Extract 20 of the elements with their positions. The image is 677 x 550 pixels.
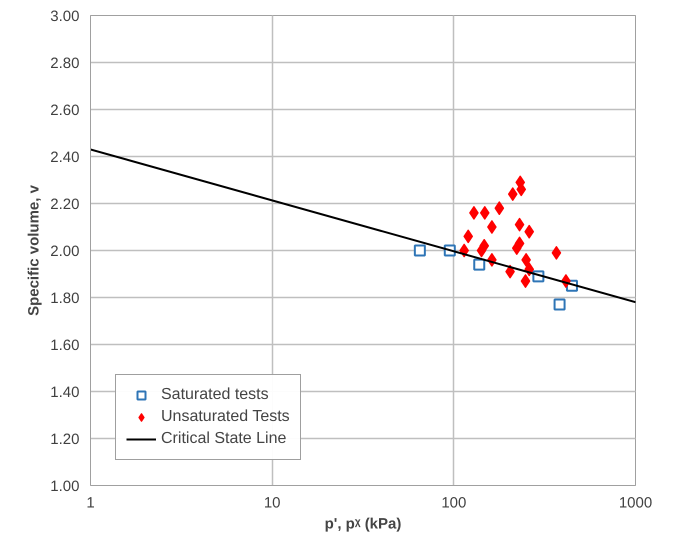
legend-label: Critical State Line (161, 429, 286, 449)
y-tick-label: 1.40 (50, 384, 80, 401)
x-axis-title: p', pᵡ (kPa) (324, 516, 402, 532)
y-tick-label: 2.40 (50, 149, 80, 166)
y-tick-label: 2.60 (50, 102, 80, 119)
y-tick-label: 1.60 (50, 337, 80, 354)
legend-label: Unsaturated Tests (161, 407, 290, 427)
x-tick-label: 10 (264, 494, 281, 512)
y-tick-label: 3.00 (50, 8, 80, 25)
y-axis-title: Specific volume, v (25, 184, 42, 316)
y-tick-label: 1.00 (50, 478, 80, 495)
legend-label: Saturated tests (161, 385, 269, 405)
y-tick-label: 2.00 (50, 243, 80, 260)
y-tick-label: 2.80 (50, 55, 80, 72)
x-tick-label: 100 (441, 494, 466, 512)
x-tick-label: 1 (86, 494, 95, 512)
x-tick-label: 1000 (618, 494, 652, 512)
y-tick-label: 1.80 (50, 290, 80, 307)
y-tick-label: 1.20 (50, 431, 80, 448)
y-tick-label: 2.20 (50, 196, 80, 213)
